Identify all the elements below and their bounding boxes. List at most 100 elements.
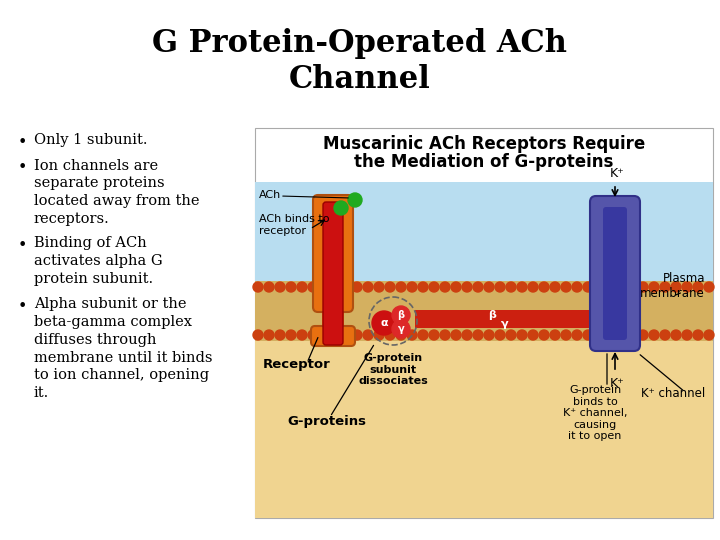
Text: the Mediation of G-proteins: the Mediation of G-proteins	[354, 153, 613, 171]
Circle shape	[583, 330, 593, 340]
Circle shape	[286, 282, 296, 292]
Circle shape	[348, 193, 362, 207]
Circle shape	[682, 282, 692, 292]
FancyBboxPatch shape	[603, 207, 627, 340]
Circle shape	[561, 282, 571, 292]
Circle shape	[550, 330, 560, 340]
Circle shape	[352, 330, 362, 340]
Circle shape	[506, 330, 516, 340]
Circle shape	[594, 282, 604, 292]
Circle shape	[517, 282, 527, 292]
Circle shape	[363, 330, 373, 340]
Text: G-protein
subunit
dissociates: G-protein subunit dissociates	[358, 353, 428, 386]
Bar	[415, 310, 594, 328]
Circle shape	[704, 330, 714, 340]
Circle shape	[374, 282, 384, 292]
Text: ACh binds to
receptor: ACh binds to receptor	[259, 214, 330, 235]
Circle shape	[286, 330, 296, 340]
Circle shape	[308, 282, 318, 292]
Circle shape	[572, 330, 582, 340]
Circle shape	[484, 330, 494, 340]
FancyBboxPatch shape	[313, 195, 353, 312]
Circle shape	[319, 282, 329, 292]
FancyBboxPatch shape	[323, 202, 343, 345]
Text: G Protein-Operated ACh: G Protein-Operated ACh	[153, 28, 567, 59]
Circle shape	[319, 330, 329, 340]
Circle shape	[572, 282, 582, 292]
Circle shape	[392, 306, 410, 324]
Bar	[255, 281, 713, 341]
Circle shape	[297, 330, 307, 340]
Text: •: •	[18, 238, 27, 254]
Bar	[255, 128, 713, 518]
Circle shape	[660, 330, 670, 340]
Text: β: β	[397, 310, 405, 320]
Circle shape	[638, 330, 648, 340]
Circle shape	[671, 282, 681, 292]
Circle shape	[638, 282, 648, 292]
Circle shape	[334, 201, 348, 215]
Text: β: β	[489, 310, 496, 320]
Circle shape	[627, 282, 637, 292]
Circle shape	[418, 282, 428, 292]
Circle shape	[539, 330, 549, 340]
Circle shape	[372, 311, 396, 335]
Text: Receptor: Receptor	[263, 358, 330, 371]
Circle shape	[594, 330, 604, 340]
Circle shape	[506, 282, 516, 292]
Circle shape	[396, 330, 406, 340]
Circle shape	[363, 282, 373, 292]
Text: Channel: Channel	[289, 64, 431, 95]
Circle shape	[341, 330, 351, 340]
Text: Only 1 subunit.: Only 1 subunit.	[34, 133, 148, 147]
Circle shape	[330, 330, 340, 340]
Circle shape	[660, 282, 670, 292]
Circle shape	[429, 330, 439, 340]
Circle shape	[583, 282, 593, 292]
Circle shape	[275, 330, 285, 340]
Circle shape	[693, 282, 703, 292]
Circle shape	[275, 282, 285, 292]
FancyBboxPatch shape	[590, 196, 640, 351]
Circle shape	[264, 282, 274, 292]
Text: Ion channels are
separate proteins
located away from the
receptors.: Ion channels are separate proteins locat…	[34, 159, 199, 226]
Circle shape	[264, 330, 274, 340]
Circle shape	[385, 330, 395, 340]
Circle shape	[451, 282, 461, 292]
Circle shape	[440, 330, 450, 340]
Circle shape	[627, 330, 637, 340]
Text: K⁺: K⁺	[610, 377, 624, 390]
Circle shape	[341, 282, 351, 292]
Circle shape	[396, 282, 406, 292]
Circle shape	[561, 330, 571, 340]
Circle shape	[616, 330, 626, 340]
Circle shape	[308, 330, 318, 340]
Circle shape	[330, 282, 340, 292]
Text: α: α	[380, 318, 388, 328]
Circle shape	[473, 282, 483, 292]
Text: •: •	[18, 159, 27, 177]
Circle shape	[374, 330, 384, 340]
Circle shape	[495, 282, 505, 292]
Bar	[322, 282, 344, 340]
Circle shape	[649, 330, 659, 340]
Text: Plasma
membrane: Plasma membrane	[640, 272, 705, 300]
Text: Alpha subunit or the
beta-gamma complex
diffuses through
membrane until it binds: Alpha subunit or the beta-gamma complex …	[34, 297, 212, 400]
Bar	[255, 182, 713, 292]
Circle shape	[528, 330, 538, 340]
Circle shape	[704, 282, 714, 292]
Circle shape	[297, 282, 307, 292]
Circle shape	[484, 282, 494, 292]
Text: K⁺ channel: K⁺ channel	[641, 387, 705, 400]
Circle shape	[440, 282, 450, 292]
Circle shape	[451, 330, 461, 340]
Text: Muscarinic ACh Receptors Require: Muscarinic ACh Receptors Require	[323, 135, 645, 153]
Text: G-protein
binds to
K⁺ channel,
causing
it to open: G-protein binds to K⁺ channel, causing i…	[563, 385, 627, 441]
Text: Binding of ACh
activates alpha G
protein subunit.: Binding of ACh activates alpha G protein…	[34, 237, 163, 286]
Text: K⁺: K⁺	[610, 167, 624, 180]
Text: ACh: ACh	[259, 190, 282, 200]
Bar	[255, 330, 713, 518]
Text: G-proteins: G-proteins	[287, 415, 366, 428]
Circle shape	[462, 282, 472, 292]
Circle shape	[253, 330, 263, 340]
